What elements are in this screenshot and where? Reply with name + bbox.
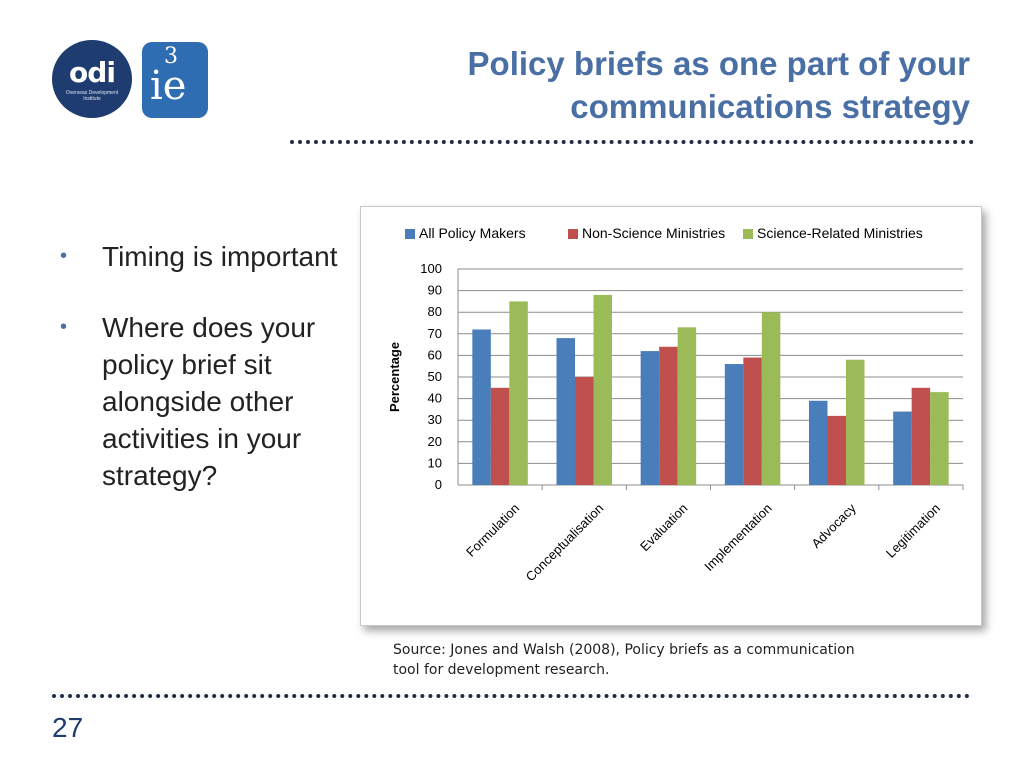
bar-chart: 0 10 20 30 40 50 60 70 80 90 100 Percentage Formulat… [387,225,964,585]
x-tick-label: Conceptualisation [523,501,607,585]
y-tick-label: 40 [428,391,442,406]
x-tick-label: Implementation [701,501,774,574]
bar-non-science-ministries [659,346,678,485]
legend-label: Non-Science Ministries [582,225,725,241]
legend-swatch [743,229,753,239]
bullet-item: • Where does your policy brief sit along… [60,309,350,494]
y-tick-label: 80 [428,304,442,319]
chart-frame: 0 10 20 30 40 50 60 70 80 90 100 Percentage Formulat… [360,206,982,626]
bar-all-policy-makers [809,400,828,485]
bar-non-science-ministries [911,387,931,485]
y-tick-label: 20 [428,434,442,449]
slide-title: Policy briefs as one part of your commun… [467,45,970,125]
bar-science-related-ministries [846,359,865,485]
bar-science-related-ministries [509,301,528,485]
bar-all-policy-makers [640,351,660,485]
y-tick-label: 60 [428,347,442,362]
bullet-text: Where does your policy brief sit alongsi… [102,312,316,491]
bar-science-related-ministries [761,312,781,485]
odi-logo-text: odi [69,56,116,89]
x-tick-label: Advocacy [808,500,859,551]
legend-swatch [405,229,415,239]
bar-all-policy-makers [472,329,491,485]
bullet-icon: • [60,316,68,338]
legend-label: Science-Related Ministries [757,225,923,241]
top-divider [290,140,974,144]
bar-non-science-ministries [575,377,594,485]
x-tick-label: Evaluation [637,501,691,555]
bar-science-related-ministries [930,392,949,485]
bottom-divider [52,694,970,698]
bullet-list: • Timing is important • Where does your … [60,238,350,528]
3ie-logo: 3 ie [142,42,208,118]
bar-all-policy-makers [556,338,575,485]
source-caption: Source: Jones and Walsh (2008), Policy b… [393,642,855,678]
bar-science-related-ministries [677,327,697,485]
y-tick-label: 0 [435,477,442,492]
bar-all-policy-makers [724,364,744,485]
x-tick-label: Formulation [463,501,522,560]
legend-label: All Policy Makers [419,225,526,241]
y-tick-label: 50 [428,369,442,384]
bar-science-related-ministries [593,294,612,485]
y-tick-label: 10 [428,455,442,470]
y-axis-title: Percentage [387,342,402,412]
bullet-icon: • [60,245,68,267]
odi-logo: odi Overseas Development Institute [52,40,132,118]
y-tick-label: 30 [428,412,442,427]
y-tick-label: 100 [420,261,442,276]
x-tick-label: Legitimation [883,501,943,561]
slide-number: 27 [52,712,84,743]
bar-non-science-ministries [827,415,846,485]
bullet-text: Timing is important [102,241,338,272]
bar-non-science-ministries [743,357,762,485]
odi-logo-subtitle: Overseas Development Institute [65,90,119,102]
3ie-logo-mark: 3 [164,44,178,69]
bullet-item: • Timing is important [60,238,350,275]
bar-all-policy-makers [893,411,912,485]
bar-non-science-ministries [490,387,510,485]
y-tick-label: 70 [428,326,442,341]
y-tick-label: 90 [428,283,442,298]
3ie-logo-text: ie [150,63,187,109]
legend-swatch [568,229,578,239]
